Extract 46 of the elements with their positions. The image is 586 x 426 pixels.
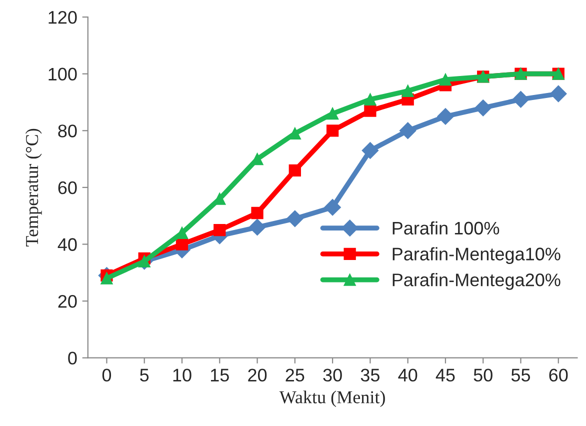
point <box>362 142 379 159</box>
x-tick-label: 45 <box>436 368 455 382</box>
point <box>248 218 266 236</box>
point <box>437 108 454 125</box>
legend-label: Parafin-Mentega20% <box>392 273 560 290</box>
point <box>214 224 226 236</box>
point <box>286 210 304 228</box>
point <box>138 255 150 268</box>
x-tick-label: 10 <box>173 368 192 382</box>
point <box>364 93 376 106</box>
x-tick-label: 15 <box>210 368 229 382</box>
point <box>474 100 492 116</box>
y-axis-title: Temperatur (°C) <box>25 128 42 246</box>
y-tick-label: 20 <box>58 294 77 308</box>
y-tick-label: 0 <box>68 352 77 365</box>
point <box>326 108 339 120</box>
point <box>326 124 339 137</box>
x-tick-label: 40 <box>398 368 418 382</box>
x-tick-label: 55 <box>511 368 530 382</box>
x-tick-label: 5 <box>140 368 149 382</box>
point <box>550 85 567 102</box>
x-tick-label: 20 <box>248 368 267 382</box>
x-tick-label: 50 <box>474 368 492 382</box>
y-tick-label: 100 <box>48 68 77 81</box>
x-tick-label: 25 <box>286 368 304 382</box>
legend-label: Parafin-Mentega10% <box>392 247 560 264</box>
x-tick-label: 60 <box>549 368 568 382</box>
point <box>402 84 414 97</box>
y-tick-label: 40 <box>58 238 77 251</box>
point <box>512 91 530 108</box>
point <box>324 198 341 216</box>
legend-label: Parafin 100% <box>392 221 500 235</box>
point <box>251 206 264 220</box>
point <box>399 122 416 140</box>
y-tick-label: 120 <box>48 10 77 24</box>
point <box>439 73 452 86</box>
point <box>364 104 376 117</box>
point <box>100 272 113 284</box>
x-tick-label: 35 <box>360 368 380 382</box>
point <box>176 238 188 250</box>
x-tick-label: 30 <box>323 368 342 382</box>
y-tick-label: 80 <box>58 124 77 138</box>
x-tick-label: 0 <box>102 368 112 382</box>
point <box>288 164 301 176</box>
x-axis-title: Waktu (Menit) <box>279 390 385 408</box>
y-tick-label: 60 <box>58 181 77 194</box>
